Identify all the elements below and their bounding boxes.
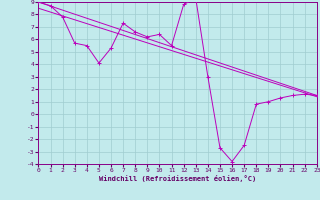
X-axis label: Windchill (Refroidissement éolien,°C): Windchill (Refroidissement éolien,°C): [99, 175, 256, 182]
